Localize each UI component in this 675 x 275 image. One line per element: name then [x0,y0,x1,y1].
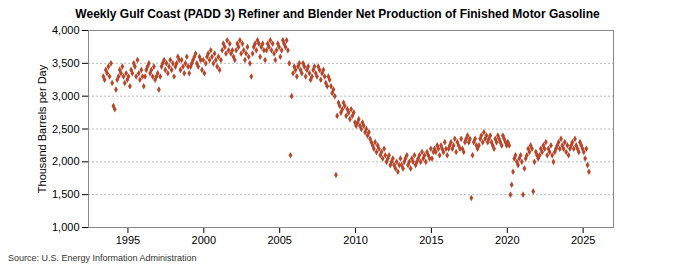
svg-text:2,500: 2,500 [52,123,80,135]
svg-text:2020: 2020 [495,234,519,246]
svg-text:3,500: 3,500 [52,57,80,69]
svg-text:2015: 2015 [419,234,443,246]
svg-text:1,000: 1,000 [52,221,80,233]
svg-text:2,000: 2,000 [52,155,80,167]
svg-text:2005: 2005 [267,234,291,246]
svg-text:1,500: 1,500 [52,188,80,200]
html-text:Source: U.S. Energy Informatio: Source: U.S. Energy Information Administ… [8,253,197,263]
svg-text:1995: 1995 [116,234,140,246]
html-text:Weekly Gulf Coast (PADD 3) Ref: Weekly Gulf Coast (PADD 3) Refiner and B… [75,7,600,21]
svg-text:4,000: 4,000 [52,24,80,36]
svg-text:Thousand Barrels per Day: Thousand Barrels per Day [36,64,48,193]
svg-text:2010: 2010 [343,234,367,246]
svg-text:2025: 2025 [571,234,595,246]
svg-text:3,000: 3,000 [52,90,80,102]
svg-text:2000: 2000 [192,234,216,246]
